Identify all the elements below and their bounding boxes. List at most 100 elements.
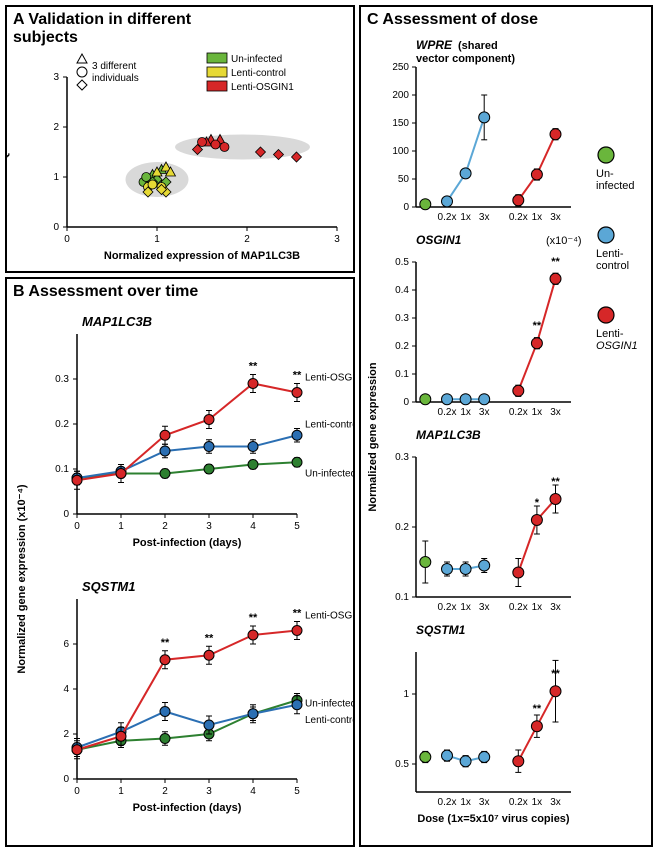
svg-text:3x: 3x <box>550 602 561 613</box>
svg-text:0.1: 0.1 <box>395 369 409 380</box>
panel-b-charts: Normalized gene expression (x10⁻⁴) MAP1LC… <box>7 279 353 845</box>
panel-b: B Assessment over time Normalized gene e… <box>5 277 355 847</box>
svg-text:0: 0 <box>64 234 70 245</box>
svg-text:2: 2 <box>63 729 69 740</box>
svg-text:0.1: 0.1 <box>55 464 69 475</box>
svg-text:*: * <box>535 497 540 509</box>
svg-text:SQSTM1: SQSTM1 <box>416 623 466 637</box>
svg-text:infected: infected <box>596 180 635 192</box>
svg-text:Post-infection (days): Post-infection (days) <box>133 802 242 814</box>
svg-text:0: 0 <box>74 521 80 532</box>
svg-text:**: ** <box>551 668 560 680</box>
svg-text:4: 4 <box>250 786 256 797</box>
svg-text:3x: 3x <box>550 797 561 808</box>
svg-text:50: 50 <box>398 174 410 185</box>
svg-text:SQSTM1: SQSTM1 <box>82 579 135 594</box>
svg-text:1x: 1x <box>532 602 543 613</box>
svg-text:2: 2 <box>53 122 59 133</box>
svg-text:control: control <box>596 260 629 272</box>
svg-text:0.4: 0.4 <box>395 285 409 296</box>
svg-text:0: 0 <box>63 509 69 520</box>
svg-text:0: 0 <box>63 774 69 785</box>
svg-text:Un-infected: Un-infected <box>305 698 353 709</box>
svg-text:0.2x: 0.2x <box>438 602 457 613</box>
svg-text:1: 1 <box>118 521 124 532</box>
svg-text:**: ** <box>205 632 214 644</box>
svg-text:WPRE: WPRE <box>416 38 453 52</box>
svg-text:0.2: 0.2 <box>395 341 409 352</box>
svg-text:1: 1 <box>403 689 409 700</box>
svg-text:MAP1LC3B: MAP1LC3B <box>82 314 152 329</box>
svg-text:Lenti-control: Lenti-control <box>305 715 353 726</box>
svg-text:3: 3 <box>206 521 212 532</box>
svg-text:Lenti-control: Lenti-control <box>231 68 286 79</box>
svg-text:100: 100 <box>392 146 409 157</box>
svg-text:0: 0 <box>74 786 80 797</box>
svg-text:2: 2 <box>162 786 168 797</box>
svg-text:1x: 1x <box>532 797 543 808</box>
svg-text:3x: 3x <box>550 407 561 418</box>
svg-text:1x: 1x <box>532 212 543 223</box>
svg-text:4: 4 <box>250 521 256 532</box>
svg-text:1x: 1x <box>460 797 471 808</box>
svg-text:Lenti-control: Lenti-control <box>305 419 353 430</box>
svg-text:Lenti-OSGIN1: Lenti-OSGIN1 <box>305 611 353 622</box>
svg-text:Post-infection (days): Post-infection (days) <box>133 537 242 549</box>
svg-text:0.3: 0.3 <box>55 374 69 385</box>
svg-text:**: ** <box>551 476 560 488</box>
svg-text:3x: 3x <box>479 797 490 808</box>
svg-text:Normalized gene expression: Normalized gene expression <box>367 362 379 511</box>
svg-text:individuals: individuals <box>92 73 139 84</box>
svg-text:5: 5 <box>294 521 300 532</box>
panel-a: A Validation in different subjects 01230… <box>5 5 355 273</box>
svg-text:(shared: (shared <box>458 40 498 52</box>
svg-text:**: ** <box>533 703 542 715</box>
svg-text:0.5: 0.5 <box>395 257 409 268</box>
svg-text:3 different: 3 different <box>92 61 137 72</box>
panel-a-chart: 01230123Normalized expression of MAP1LC3… <box>7 7 353 271</box>
svg-text:**: ** <box>533 320 542 332</box>
svg-text:0.2: 0.2 <box>395 522 409 533</box>
svg-text:3x: 3x <box>479 602 490 613</box>
svg-text:Lenti-OSGIN1: Lenti-OSGIN1 <box>231 82 294 93</box>
panel-c-legend: Un-infectedLenti-controlLenti-OSGIN1 <box>594 140 654 400</box>
svg-text:3: 3 <box>53 72 59 83</box>
svg-text:of SQSTM1: of SQSTM1 <box>7 123 10 182</box>
svg-text:0: 0 <box>403 202 409 213</box>
svg-text:Lenti-: Lenti- <box>596 248 624 260</box>
svg-text:1: 1 <box>53 172 59 183</box>
svg-text:Un-: Un- <box>596 168 614 180</box>
svg-text:2: 2 <box>244 234 250 245</box>
svg-text:4: 4 <box>63 684 69 695</box>
svg-text:1x: 1x <box>460 407 471 418</box>
svg-text:0.2x: 0.2x <box>438 212 457 223</box>
svg-text:1: 1 <box>118 786 124 797</box>
svg-text:Dose (1x=5x10⁷ virus copies): Dose (1x=5x10⁷ virus copies) <box>417 813 570 825</box>
svg-text:0.3: 0.3 <box>395 452 409 463</box>
svg-text:Normalized expression of MAP1L: Normalized expression of MAP1LC3B <box>104 250 300 262</box>
svg-text:0.2x: 0.2x <box>509 407 528 418</box>
svg-text:OSGIN1: OSGIN1 <box>416 233 462 247</box>
svg-text:OSGIN1: OSGIN1 <box>596 340 638 352</box>
svg-text:0: 0 <box>53 222 59 233</box>
svg-text:**: ** <box>293 608 302 620</box>
svg-text:(x10⁻⁴): (x10⁻⁴) <box>546 235 582 247</box>
svg-text:MAP1LC3B: MAP1LC3B <box>416 428 481 442</box>
svg-text:1x: 1x <box>532 407 543 418</box>
svg-text:1x: 1x <box>460 602 471 613</box>
svg-text:Normalized gene expression (x1: Normalized gene expression (x10⁻⁴) <box>16 484 28 673</box>
svg-text:150: 150 <box>392 118 409 129</box>
svg-text:6: 6 <box>63 639 69 650</box>
svg-text:0.1: 0.1 <box>395 592 409 603</box>
svg-text:3: 3 <box>334 234 340 245</box>
svg-text:0.2x: 0.2x <box>509 797 528 808</box>
svg-text:0.2x: 0.2x <box>509 212 528 223</box>
svg-text:0.2x: 0.2x <box>509 602 528 613</box>
svg-text:**: ** <box>249 361 258 373</box>
svg-text:Lenti-OSGIN1: Lenti-OSGIN1 <box>305 373 353 384</box>
svg-text:1x: 1x <box>460 212 471 223</box>
svg-text:3: 3 <box>206 786 212 797</box>
svg-text:3x: 3x <box>479 407 490 418</box>
svg-text:250: 250 <box>392 62 409 73</box>
svg-text:3x: 3x <box>550 212 561 223</box>
